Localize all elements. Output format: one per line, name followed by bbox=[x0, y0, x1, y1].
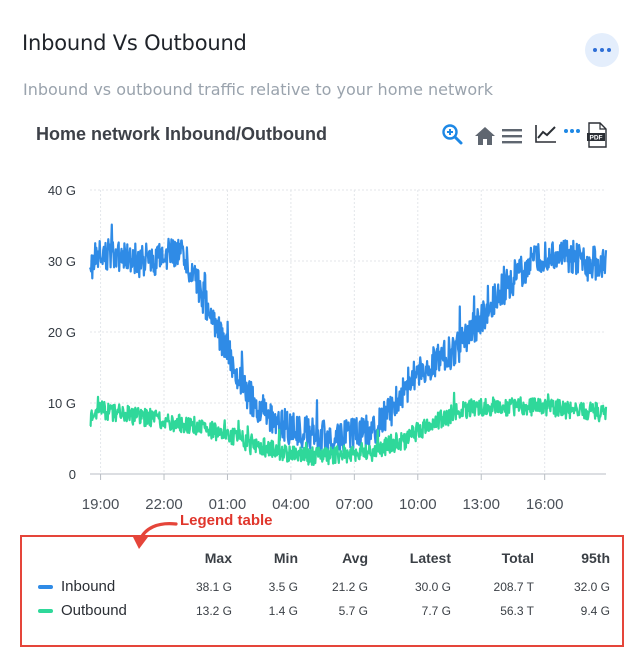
legend-cell: 9.4 G bbox=[580, 604, 610, 618]
legend-cell: 3.5 G bbox=[268, 580, 298, 594]
line-chart: 0 10 G 20 G 30 G 40 G 19:00 22:00 01:00 04:00 07:… bbox=[48, 183, 608, 513]
card-subtitle: Inbound vs outbound traffic relative to … bbox=[23, 80, 493, 99]
x-tick-label: 07:00 bbox=[336, 496, 374, 513]
y-tick-label: 20 G bbox=[48, 325, 76, 340]
legend-column-header: Total bbox=[501, 550, 534, 566]
more-options-button[interactable] bbox=[585, 33, 619, 67]
legend-cell: 21.2 G bbox=[331, 580, 368, 594]
y-tick-label: 30 G bbox=[48, 254, 76, 269]
x-tick-label: 04:00 bbox=[272, 496, 310, 513]
pdf-icon[interactable]: PDF bbox=[586, 122, 608, 148]
x-tick-label: 01:00 bbox=[209, 496, 247, 513]
legend-column-header: 95th bbox=[581, 550, 610, 566]
card-title: Inbound Vs Outbound bbox=[22, 31, 247, 55]
legend-cell: 38.1 G bbox=[195, 580, 232, 594]
home-icon[interactable] bbox=[473, 124, 497, 148]
legend-cell: 5.7 G bbox=[338, 604, 368, 618]
more-icon[interactable] bbox=[563, 122, 581, 146]
menu-icon[interactable] bbox=[500, 124, 524, 148]
x-tick-label: 16:00 bbox=[526, 496, 564, 513]
series-line-inbound bbox=[88, 223, 608, 456]
legend-swatch bbox=[38, 584, 53, 589]
annotation-arrow bbox=[132, 522, 178, 549]
x-tick-label: 13:00 bbox=[462, 496, 500, 513]
x-tick-label: 10:00 bbox=[399, 496, 437, 513]
chart-title: Home network Inbound/Outbound bbox=[36, 124, 327, 144]
legend-table-grid: Max Min Avg Latest Total 95th Inbound 38.1 G 3.5… bbox=[22, 537, 622, 645]
series-line-outbound bbox=[89, 391, 608, 466]
legend-item-label: Inbound bbox=[61, 578, 116, 595]
legend-column-header: Avg bbox=[342, 550, 368, 566]
legend-column-header: Latest bbox=[409, 550, 451, 566]
legend-cell: 1.4 G bbox=[268, 604, 298, 618]
legend-cell: 7.7 G bbox=[421, 604, 451, 618]
legend-cell: 32.0 G bbox=[573, 580, 610, 594]
y-tick-label: 0 bbox=[69, 467, 76, 482]
legend-table: Max Min Avg Latest Total 95th Inbound 38.1 G 3.5… bbox=[20, 535, 624, 647]
legend-annotation-label: Legend table bbox=[180, 512, 273, 529]
svg-text:PDF: PDF bbox=[590, 135, 603, 142]
x-tick-label: 22:00 bbox=[145, 496, 183, 513]
legend-cell: 13.2 G bbox=[195, 604, 232, 618]
x-tick-label: 19:00 bbox=[82, 496, 120, 513]
more-horizontal-icon bbox=[593, 48, 611, 52]
y-tick-label: 10 G bbox=[48, 396, 76, 411]
legend-swatch bbox=[38, 608, 53, 613]
legend-column-header: Min bbox=[273, 550, 298, 566]
legend-column-header: Max bbox=[204, 550, 232, 566]
legend-cell: 30.0 G bbox=[414, 580, 451, 594]
legend-item-inbound[interactable]: Inbound bbox=[38, 578, 115, 595]
zoom-in-icon[interactable] bbox=[440, 122, 464, 146]
legend-item-outbound[interactable]: Outbound bbox=[38, 602, 127, 619]
y-tick-label: 40 G bbox=[48, 183, 76, 198]
legend-cell: 56.3 T bbox=[500, 604, 534, 618]
line-chart-icon[interactable] bbox=[534, 122, 558, 146]
legend-item-label: Outbound bbox=[61, 602, 127, 619]
legend-cell: 208.7 T bbox=[493, 580, 534, 594]
